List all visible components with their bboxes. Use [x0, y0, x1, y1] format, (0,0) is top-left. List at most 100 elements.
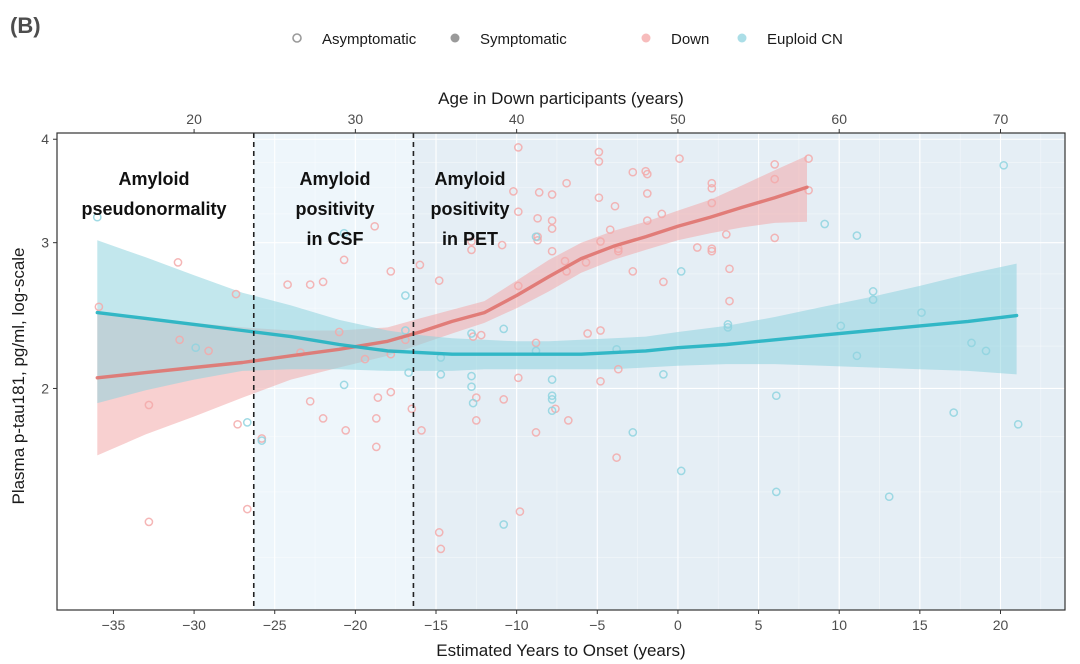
data-points: [92, 143, 1023, 554]
point-down: [513, 207, 523, 217]
point-euploid-cn: [723, 323, 733, 332]
point-down: [628, 167, 638, 177]
region-label-3-line-2: positivity: [430, 199, 509, 219]
point-euploid-cn: [468, 398, 478, 408]
point-down: [707, 244, 717, 254]
point-down: [613, 364, 623, 374]
point-down: [204, 346, 213, 356]
point-down: [515, 507, 525, 516]
point-euploid-cn: [339, 380, 349, 390]
point-down: [547, 216, 557, 225]
point-down: [610, 201, 620, 211]
point-euploid-cn: [676, 466, 686, 476]
point-euploid-cn: [868, 295, 878, 305]
point-down: [642, 189, 652, 198]
point-down: [725, 264, 734, 274]
point-down: [436, 544, 446, 554]
point-down: [467, 245, 476, 255]
point-down: [305, 396, 315, 406]
point-euploid-cn: [771, 487, 781, 497]
point-euploid-cn: [820, 219, 830, 229]
x-tick-label: −10: [505, 617, 529, 633]
point-down: [341, 426, 351, 435]
legend-asymptomatic-marker: [292, 33, 302, 43]
x-tick-label: −30: [182, 617, 206, 633]
point-down: [499, 395, 509, 404]
point-down: [657, 209, 667, 219]
point-down: [770, 233, 780, 243]
point-euploid-cn: [467, 371, 476, 381]
x-tick-label: 15: [912, 617, 928, 633]
band-euploid-cn: [97, 240, 1017, 404]
point-down: [233, 419, 242, 429]
point-euploid-cn: [547, 395, 557, 404]
point-down: [534, 188, 544, 197]
point-euploid-cn: [836, 321, 846, 331]
point-down: [339, 255, 349, 265]
legend-asymptomatic-label: Asymptomatic: [322, 31, 417, 48]
point-euploid-cn: [401, 291, 410, 300]
point-euploid-cn: [339, 228, 349, 238]
top-tick-label: 40: [509, 111, 525, 127]
legend-down-marker: [641, 33, 651, 43]
point-euploid-cn: [547, 406, 557, 416]
point-down: [370, 221, 380, 231]
x-tick-label: −5: [589, 617, 605, 633]
point-down: [415, 260, 425, 270]
point-down: [231, 289, 241, 299]
point-down: [547, 224, 557, 233]
y-tick-label: 4: [41, 131, 49, 147]
point-down: [144, 400, 154, 410]
threshold-lines: [252, 133, 415, 610]
point-down: [770, 160, 780, 169]
x-tick-label: −20: [343, 617, 367, 633]
point-euploid-cn: [771, 391, 781, 401]
legend-euploid-marker: [737, 33, 747, 43]
point-down: [94, 302, 104, 312]
legend-symptomatic-marker: [450, 33, 460, 43]
legend-symptomatic-label: Symptomatic: [480, 31, 567, 48]
confidence-bands: [97, 155, 1017, 456]
point-euploid-cn: [531, 232, 541, 242]
point-euploid-cn: [1013, 419, 1023, 429]
point-down: [531, 428, 541, 437]
legend-down-label: Down: [671, 31, 709, 48]
point-euploid-cn: [723, 320, 733, 329]
point-euploid-cn: [467, 329, 476, 338]
point-down: [513, 143, 523, 152]
point-down: [417, 426, 426, 435]
point-down: [318, 277, 328, 287]
point-down: [533, 213, 542, 223]
point-down: [175, 335, 184, 345]
point-down: [283, 280, 292, 289]
point-down: [605, 225, 615, 235]
x-tick-label: −25: [263, 617, 287, 633]
top-tick-label: 60: [831, 111, 847, 127]
point-euploid-cn: [999, 160, 1009, 170]
x-tick-label: −15: [424, 617, 448, 633]
point-down: [613, 246, 623, 256]
x-tick-label: 20: [993, 617, 1009, 633]
point-euploid-cn: [884, 492, 894, 502]
region-label-1-line-1: Amyloid: [118, 169, 189, 189]
point-euploid-cn: [191, 343, 201, 353]
point-down: [471, 416, 481, 425]
point-euploid-cn: [868, 287, 878, 296]
y-tick-label: 3: [41, 235, 49, 251]
top-axis-title: Age in Down participants (years): [438, 89, 684, 108]
point-down: [144, 517, 154, 527]
point-down: [596, 376, 605, 386]
point-down: [547, 190, 557, 199]
point-euploid-cn: [242, 418, 252, 427]
band-down: [97, 155, 808, 456]
point-down: [407, 404, 417, 414]
point-down: [770, 174, 780, 184]
region-label-2-line-3: in CSF: [307, 229, 364, 249]
fit-line-euploid-cn: [95, 310, 1019, 356]
legend-euploid-label: Euploid CN: [767, 31, 843, 48]
point-down: [594, 147, 604, 157]
point-down: [371, 414, 381, 423]
point-down: [581, 258, 591, 267]
point-down: [583, 329, 592, 338]
